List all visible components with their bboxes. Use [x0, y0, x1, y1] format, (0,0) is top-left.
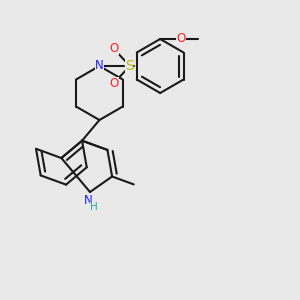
- Text: S: S: [125, 59, 134, 73]
- Text: O: O: [110, 42, 119, 55]
- Text: O: O: [176, 32, 186, 44]
- Text: H: H: [90, 202, 98, 212]
- Text: O: O: [110, 77, 119, 90]
- Text: N: N: [95, 58, 104, 71]
- Text: N: N: [84, 194, 92, 206]
